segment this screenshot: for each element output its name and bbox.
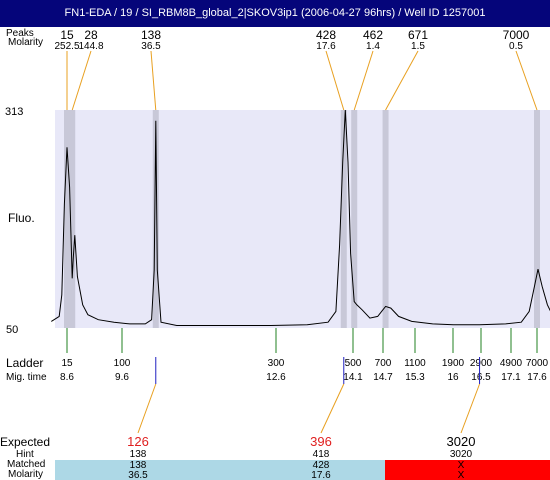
y-tick-max: 313 <box>5 106 23 118</box>
ladder-label: Ladder <box>6 356 43 370</box>
molarity-row-label: Molarity <box>8 37 43 48</box>
ladder-size-label: 7000 <box>526 358 549 369</box>
expected-value: 126 <box>127 434 149 449</box>
expected-leader-3020 <box>460 383 481 434</box>
peak-band-28 <box>69 110 76 328</box>
matched-block <box>55 460 385 480</box>
peaks-row-label: Peaks <box>6 28 34 39</box>
window-title: FN1-EDA / 19 / SI_RBM8B_global_2|SKOV3ip… <box>0 0 550 27</box>
peak-molarity-label: 252.5 <box>54 41 79 52</box>
ladder-size-label: 1900 <box>442 358 465 369</box>
molarity-bottom-label: Molarity <box>8 469 43 480</box>
peak-band-138 <box>152 110 159 328</box>
hint-value: 138 <box>130 449 147 460</box>
ladder-size-label: 15 <box>61 358 73 369</box>
matched-label: Matched <box>7 459 45 470</box>
expected-value: 3020 <box>447 434 476 449</box>
peak-leader-671 <box>385 50 419 111</box>
ladder-time-label: 15.3 <box>405 372 425 383</box>
unmatched-block <box>385 460 550 480</box>
ladder-time-label: 9.6 <box>115 372 129 383</box>
peak-band-15 <box>64 110 70 328</box>
ladder-time-label: 14.1 <box>343 372 363 383</box>
ladder-size-label: 4900 <box>500 358 523 369</box>
peak-size-label: 28 <box>84 28 98 42</box>
ladder-time-label: 16 <box>447 372 459 383</box>
ladder-time-label: 14.7 <box>373 372 393 383</box>
peak-size-label: 671 <box>408 28 428 42</box>
expected-label: Expected <box>0 435 50 449</box>
peak-leader-462 <box>353 50 374 111</box>
peak-size-label: 7000 <box>503 28 530 42</box>
expected-leader-396 <box>320 383 345 434</box>
peak-molarity-label: 17.6 <box>316 41 336 52</box>
ladder-size-label: 700 <box>375 358 392 369</box>
peak-size-label: 428 <box>316 28 336 42</box>
ladder-size-label: 100 <box>114 358 131 369</box>
molarity-value: 17.6 <box>311 470 331 480</box>
peak-band-428 <box>340 110 347 328</box>
peak-molarity-label: 144.8 <box>78 41 103 52</box>
hint-value: 418 <box>313 449 330 460</box>
ladder-time-label: 17.6 <box>527 372 547 383</box>
mig-time-label: Mig. time <box>6 372 47 383</box>
peak-molarity-label: 1.5 <box>411 41 425 52</box>
fluorescence-trace <box>51 109 550 326</box>
peak-band-462 <box>351 110 358 328</box>
peak-size-label: 15 <box>60 28 74 42</box>
peak-band-7000 <box>534 110 540 328</box>
ladder-time-label: 17.1 <box>501 372 521 383</box>
ladder-size-label: 2900 <box>470 358 493 369</box>
ladder-time-label: 16.5 <box>471 372 491 383</box>
peak-molarity-label: 1.4 <box>366 41 380 52</box>
peak-size-label: 138 <box>141 28 161 42</box>
ladder-size-label: 300 <box>268 358 285 369</box>
peak-leader-7000 <box>515 50 538 111</box>
peak-band-671 <box>382 110 389 328</box>
y-axis-label: Fluo. <box>8 211 35 225</box>
ladder-time-label: 8.6 <box>60 372 74 383</box>
matched-value: X <box>458 460 465 471</box>
peak-leader-428 <box>325 50 345 111</box>
peak-size-label: 462 <box>363 28 383 42</box>
ladder-size-label: 500 <box>345 358 362 369</box>
y-tick-min: 50 <box>6 324 18 336</box>
peak-leader-28 <box>71 50 92 111</box>
molarity-value: X <box>458 470 465 480</box>
peak-leader-138 <box>150 50 157 111</box>
peak-molarity-label: 36.5 <box>141 41 161 52</box>
plot-area <box>55 110 550 328</box>
matched-value: 138 <box>130 460 147 471</box>
peak-molarity-label: 0.5 <box>509 41 523 52</box>
molarity-value: 36.5 <box>128 470 148 480</box>
matched-value: 428 <box>313 460 330 471</box>
expected-leader-126 <box>137 383 157 434</box>
hint-label: Hint <box>16 449 34 460</box>
hint-value: 3020 <box>450 449 473 460</box>
ladder-size-label: 1100 <box>404 358 426 369</box>
expected-value: 396 <box>310 434 332 449</box>
ladder-time-label: 12.6 <box>266 372 286 383</box>
